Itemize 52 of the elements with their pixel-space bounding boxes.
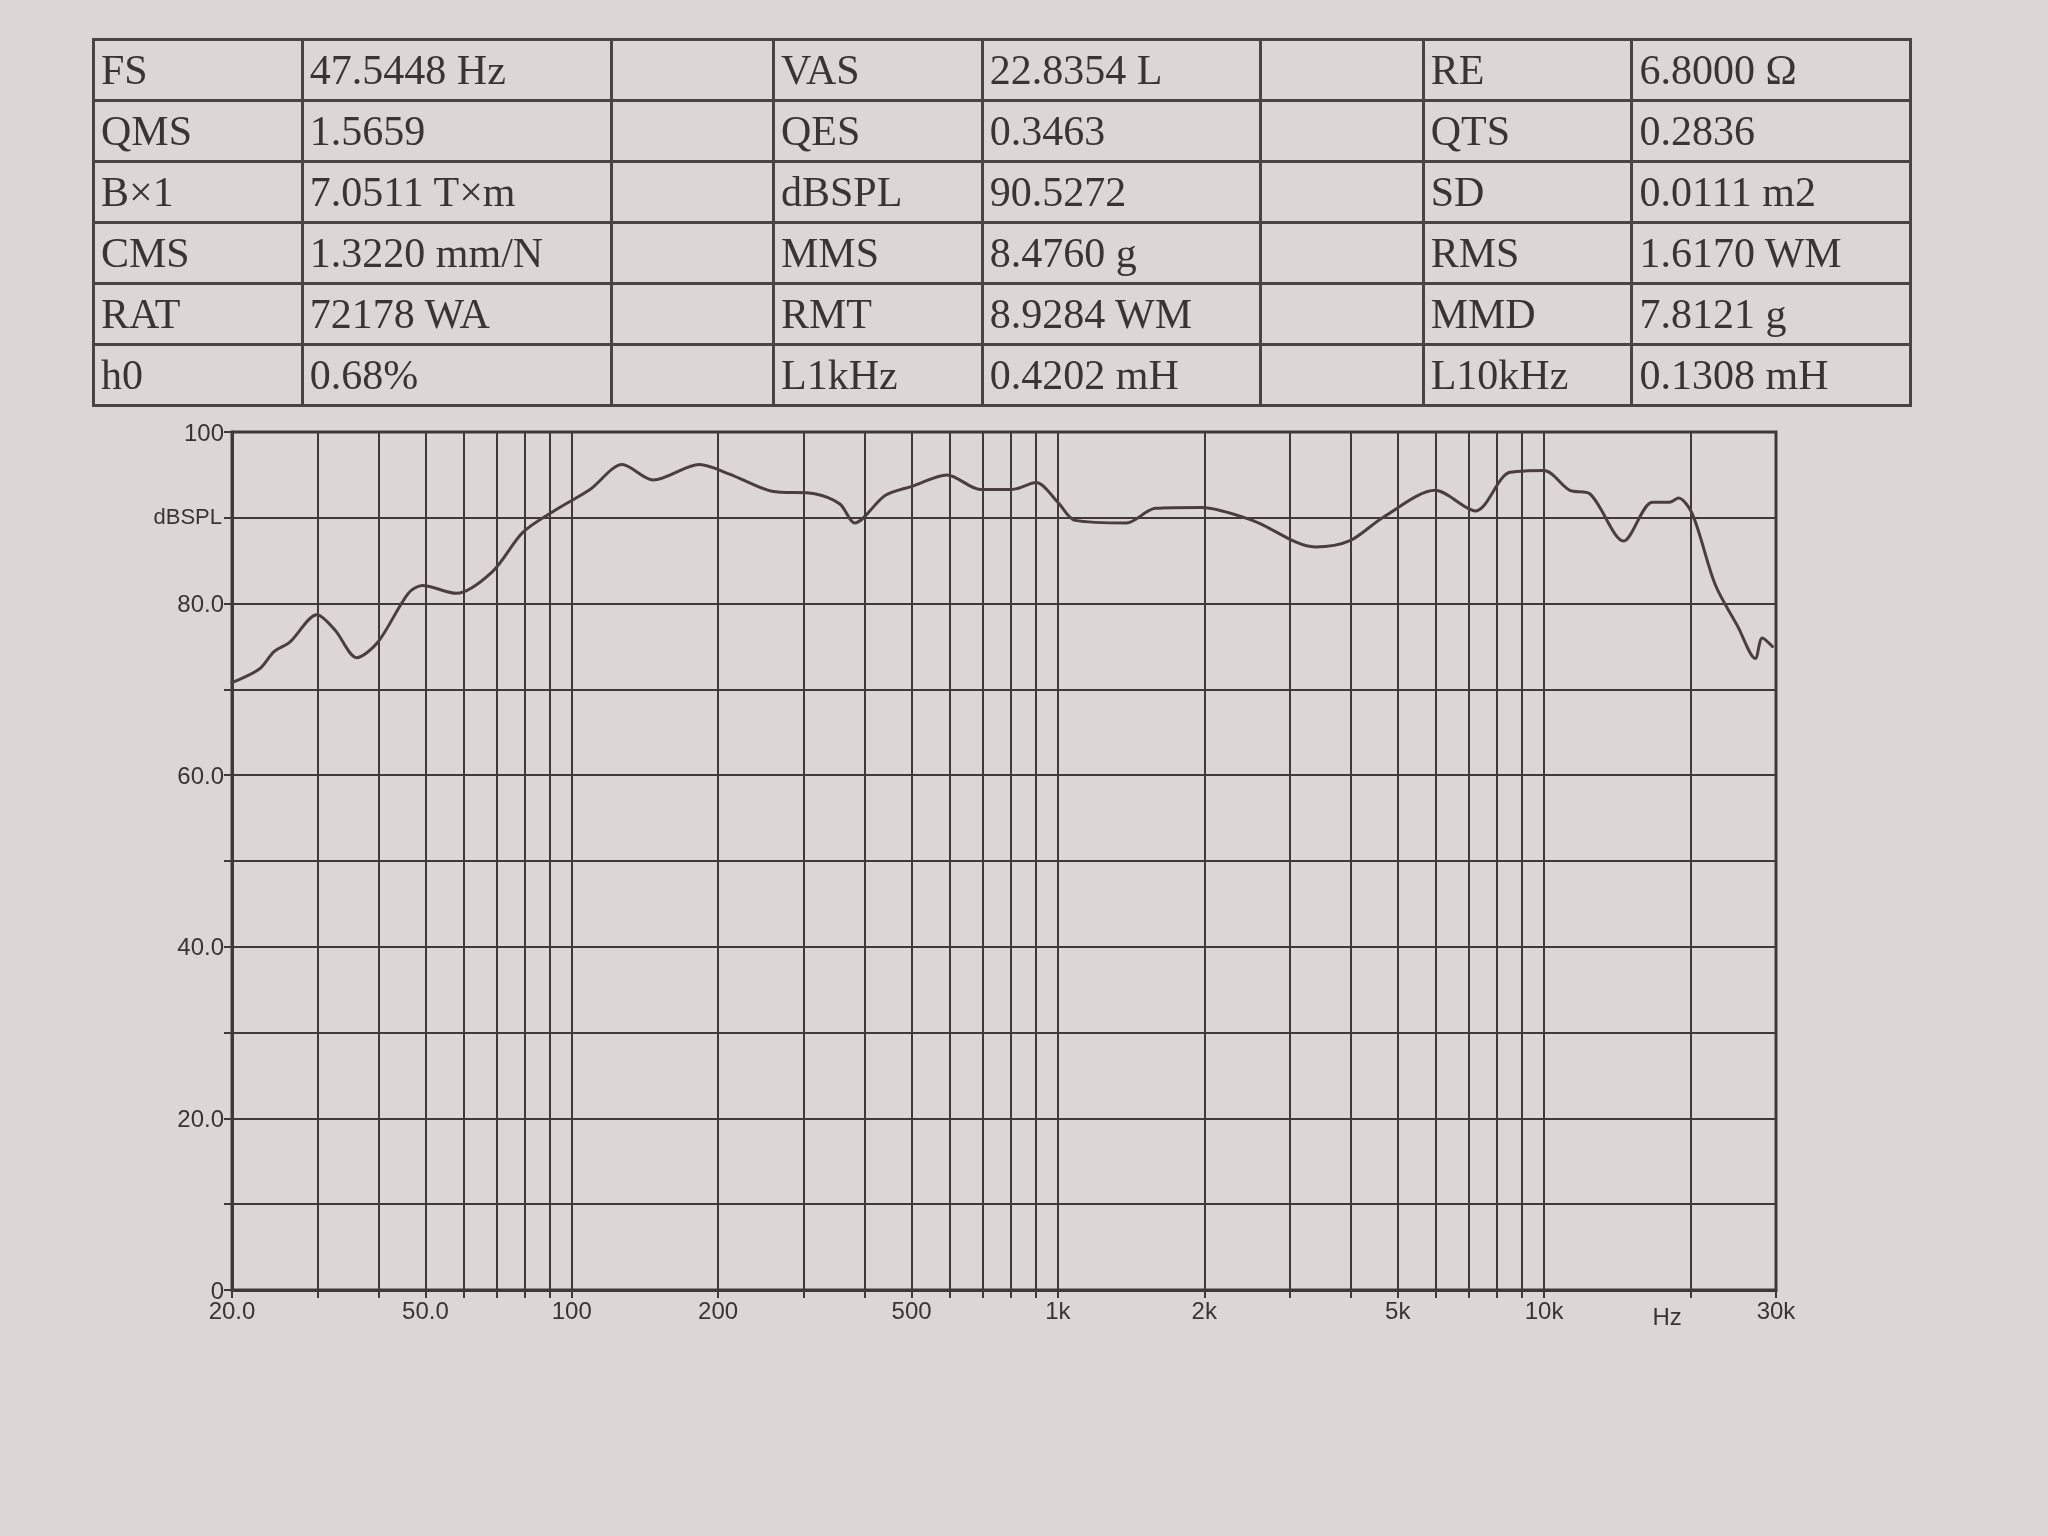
text: RMS <box>1423 222 1632 284</box>
text: MMD <box>1423 283 1632 345</box>
x-tick-label: 10k <box>1524 1296 1565 1324</box>
text: h0 <box>93 344 303 406</box>
y-tick-label: 20.0 <box>177 1104 224 1132</box>
y-tick-label: 100 <box>183 418 224 446</box>
text: 8.9284 WM <box>982 283 1261 345</box>
text: dBSPL <box>773 161 983 223</box>
x-tick-label: 5k <box>1385 1296 1412 1324</box>
text: MMS <box>773 222 983 284</box>
x-tick-label: 2k <box>1191 1296 1218 1324</box>
text: 0.2836 <box>1631 100 1911 162</box>
text: SD <box>1423 161 1632 223</box>
text: 1.3220 mm/N <box>302 222 612 284</box>
x-tick-label: 1k <box>1045 1296 1072 1324</box>
y-axis-title: dBSPL <box>153 504 223 530</box>
text: 72178 WA <box>302 283 612 345</box>
text: L10kHz <box>1423 344 1632 406</box>
text: 0.0111 m2 <box>1631 161 1911 223</box>
text: QTS <box>1423 100 1632 162</box>
text: RE <box>1423 39 1632 101</box>
x-axis-title: Hz <box>1652 1302 1682 1330</box>
text: 7.8121 g <box>1631 283 1911 345</box>
text: 6.8000 Ω <box>1631 39 1911 101</box>
x-tick-label: 50.0 <box>402 1296 449 1324</box>
y-tick-label: 60.0 <box>177 761 224 789</box>
text: 0.3463 <box>982 100 1261 162</box>
text: L1kHz <box>773 344 983 406</box>
y-tick-label: 40.0 <box>177 933 224 961</box>
text: 47.5448 Hz <box>302 39 612 101</box>
x-tick-label: 200 <box>698 1296 739 1324</box>
text: CMS <box>93 222 303 284</box>
x-tick-label: 500 <box>891 1296 932 1324</box>
text: 1.5659 <box>302 100 612 162</box>
text: QMS <box>93 100 303 162</box>
text: 1.6170 WM <box>1631 222 1911 284</box>
x-tick-label: 100 <box>551 1296 592 1324</box>
text: 0.4202 mH <box>982 344 1261 406</box>
text: FS <box>93 39 303 101</box>
y-tick-label: 80.0 <box>177 590 224 618</box>
x-tick-label: 30k <box>1756 1296 1797 1324</box>
text: B×1 <box>93 161 303 223</box>
text: 0.1308 mH <box>1631 344 1911 406</box>
text: VAS <box>773 39 983 101</box>
text: 0.68% <box>302 344 612 406</box>
text: QES <box>773 100 983 162</box>
text: RMT <box>773 283 983 345</box>
text: 8.4760 g <box>982 222 1261 284</box>
text: RAT <box>93 283 303 345</box>
text: 22.8354 L <box>982 39 1261 101</box>
text: 90.5272 <box>982 161 1261 223</box>
text: 7.0511 T×m <box>302 161 612 223</box>
